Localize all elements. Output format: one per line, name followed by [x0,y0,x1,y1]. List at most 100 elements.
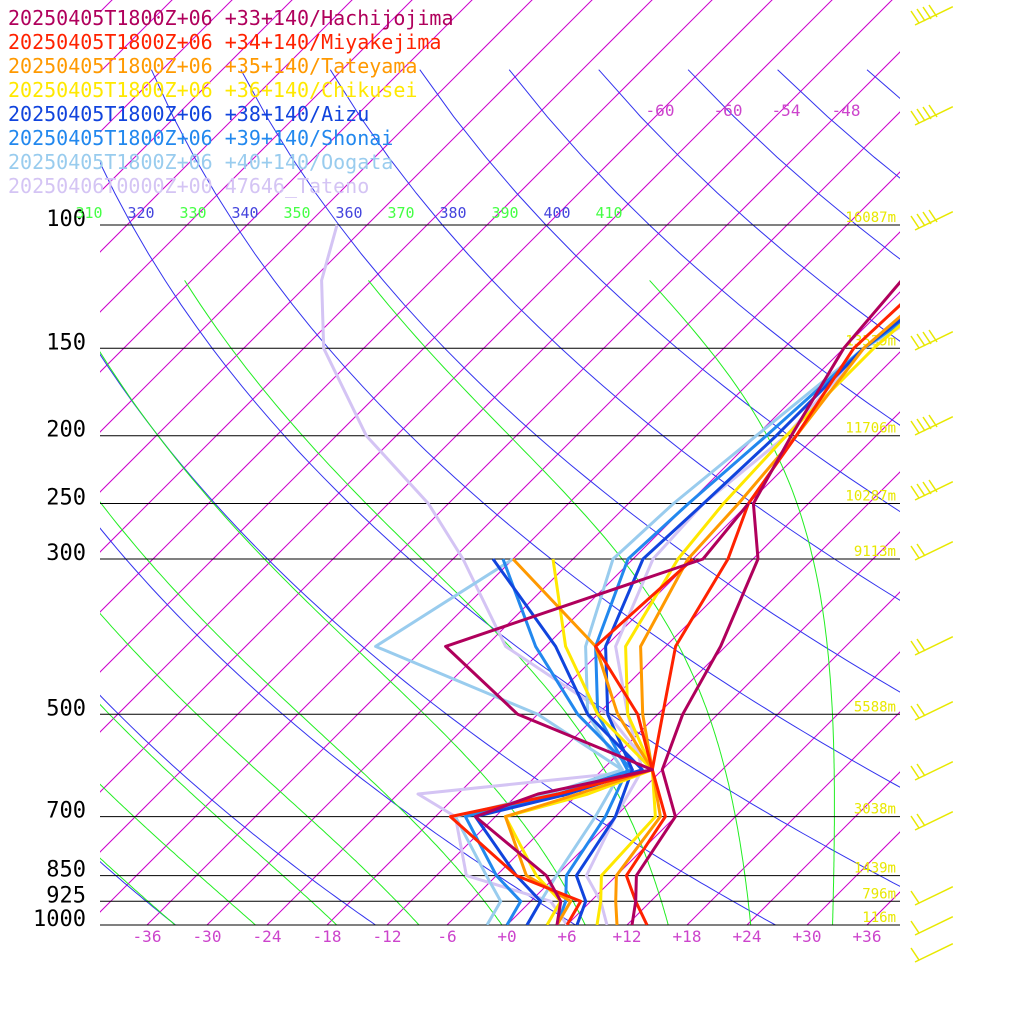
dewpoint-line [374,557,624,925]
legend-entry-miyakejima: 20250405T1800Z+06 +34+140/Miyakejima [8,30,442,54]
wind-barb-flag [928,4,938,18]
dry-adiabat-line [100,860,177,925]
moist-adiabat-line [100,501,503,925]
height-label: 796m [862,886,896,902]
wind-barb-flag [910,815,920,829]
isotherm-line [446,471,900,925]
dry-adiabat-line [240,69,900,693]
isotherm-line [100,0,713,613]
height-label: 9113m [854,544,896,560]
wind-barb-flag [916,418,926,432]
theta-label: 410 [595,204,622,222]
isotherm-line [927,0,1024,925]
dewpoint-line [503,558,654,925]
wind-barb-flag [928,479,938,493]
pressure-label: 925 [46,883,86,908]
theta-label: 400 [543,204,570,222]
moist-adiabat-line [100,703,338,925]
wind-barb [914,701,954,721]
legend-entry-hachijojima: 20250405T1800Z+06 +33+140/Hachijojima [8,6,454,30]
upper-temp-label: -48 [832,101,861,120]
height-label: 1439m [854,861,896,877]
theta-label: 310 [75,204,102,222]
wind-barb-flag [916,813,926,827]
wind-barb [914,211,954,231]
isotherm-line [326,351,900,925]
theta-label: 320 [127,204,154,222]
isotherm-line [100,0,413,313]
x-tick-label: +24 [733,927,762,946]
isotherm-line [100,0,173,73]
moist-adiabat-line [184,280,669,925]
x-tick-labels: -36 -30 -24 -18 -12 -6 +0 +6 +12 +18 +24 +30 +36 [133,927,882,946]
wind-barb [914,6,954,26]
wind-barb [914,811,954,831]
isotherm-grid [100,0,1024,925]
isotherm-line [100,0,473,373]
isotherm-line [746,771,900,925]
pressure-label: 1000 [33,907,86,932]
wind-barb-flag [910,10,920,24]
pressure-label: 300 [46,541,86,566]
dry-adiabat-line [957,70,1024,940]
isotherm-line [100,0,233,133]
moist-adiabat-grid [100,280,835,925]
wind-barb-flag [922,6,932,20]
x-tick-label: +36 [853,927,882,946]
x-tick-label: -18 [313,927,342,946]
wind-barb-flag [916,213,926,227]
height-label: 10287m [845,489,896,505]
wind-barb-flag [916,333,926,347]
x-tick-label: -12 [373,927,402,946]
wind-barb-flag [910,420,920,434]
moist-adiabat-line [100,857,176,925]
wind-barb-flag [922,106,932,120]
dewpoint-line [473,558,644,925]
height-label: 16087m [845,210,896,226]
wind-barb-flag [922,211,932,225]
wind-barb-flag [928,414,938,428]
temperature-line [595,323,900,925]
wind-barb-flag [922,331,932,345]
x-tick-label: -6 [437,927,456,946]
moist-adiabat-line [649,280,835,925]
isotherm-line [100,111,900,913]
legend-entry-aizu: 20250405T1800Z+06 +38+140/Aizu [8,102,370,126]
pressure-label: 250 [46,486,86,511]
legend-entry-oogata: 20250405T1800Z+06 +40+140/Oogata [8,150,394,174]
isotherm-line [100,0,293,193]
legend-entry-chikusei: 20250405T1800Z+06 +36+140/Chikusei [8,78,418,102]
dry-adiabat-line [100,694,377,925]
upper-temp-labels: -60 -60 -54 -48 [646,101,861,120]
upper-temp-label: -60 [646,101,675,120]
theta-label: 350 [283,204,310,222]
height-label: 11706m [845,421,896,437]
pressure-label: 150 [46,330,86,355]
isotherm-line [100,0,893,793]
sounding-series [320,224,900,925]
isotherm-line [626,651,900,925]
wind-barb-flag [910,890,920,904]
wind-barb-flag [910,215,920,229]
wind-barb-flag [910,335,920,349]
x-tick-label: +0 [497,927,516,946]
wind-barb-flag [928,104,938,118]
x-tick-label: -36 [133,927,162,946]
wind-barb-flag [910,947,920,961]
isotherm-line [100,0,593,493]
upper-temp-label: -54 [772,101,801,120]
wind-barbs [910,4,954,963]
moist-adiabat-line [100,351,586,925]
isotherm-line [100,0,773,673]
wind-barb [914,943,954,963]
wind-barb-flag [910,485,920,499]
theta-label: 340 [231,204,258,222]
isotherm-line [506,531,900,925]
theta-labels: 310 320 330 340 350 360 370 380 390 400 410 [75,204,622,222]
x-tick-label: +12 [613,927,642,946]
wind-barb-flag [916,8,926,22]
x-tick-label: -24 [253,927,282,946]
dry-adiabat-line [100,527,577,925]
wind-barb-flag [916,703,926,717]
